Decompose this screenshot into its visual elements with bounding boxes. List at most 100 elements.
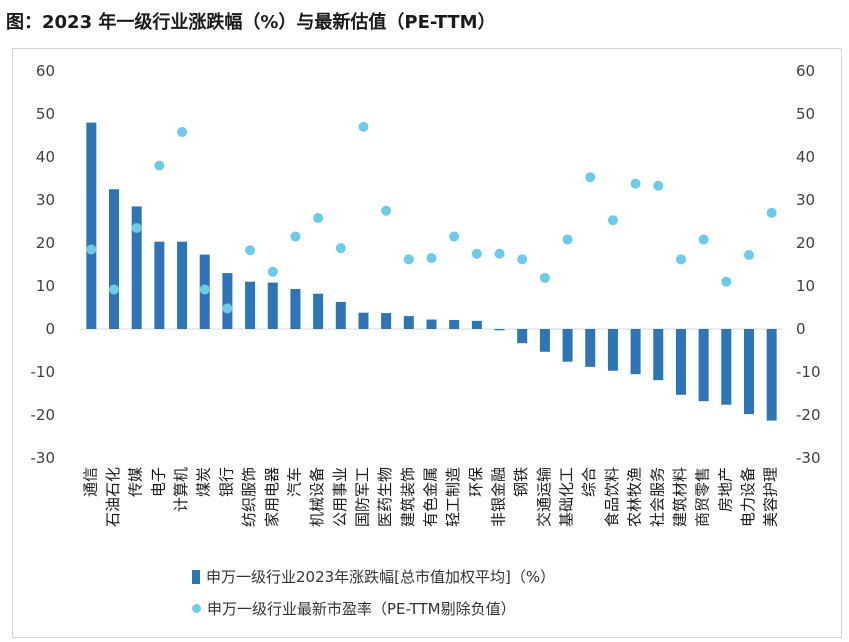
scatter-point — [743, 250, 754, 261]
scatter-point — [313, 213, 324, 224]
bar — [766, 329, 777, 421]
x-category-label: 建筑材料 — [671, 467, 689, 527]
x-category-label: 传媒 — [127, 467, 145, 497]
x-category-label: 煤炭 — [195, 467, 213, 497]
bar — [607, 329, 618, 371]
y-tick-right: 10 — [796, 277, 815, 295]
scatter-point — [494, 248, 505, 259]
scatter-point — [426, 253, 437, 264]
scatter-point — [109, 284, 120, 295]
y-tick-right: -10 — [796, 363, 821, 381]
scatter-point — [86, 244, 97, 255]
bar — [222, 273, 233, 329]
y-tick-left: 40 — [36, 148, 55, 166]
scatter-point — [630, 178, 641, 189]
bar — [585, 329, 596, 367]
scatter-point — [177, 127, 188, 138]
scatter-point — [471, 248, 482, 259]
bar — [313, 293, 324, 329]
y-tick-left: -30 — [31, 449, 56, 467]
y-tick-left: 10 — [36, 277, 55, 295]
x-category-label: 社会服务 — [648, 467, 666, 527]
x-category-label: 机械设备 — [308, 467, 326, 527]
y-tick-right: 40 — [796, 148, 815, 166]
bar — [653, 329, 664, 381]
x-category-label: 电力设备 — [739, 467, 757, 527]
x-category-label: 有色金属 — [422, 467, 440, 527]
x-category-label: 通信 — [81, 467, 99, 497]
bar — [743, 329, 754, 415]
x-category-label: 房地产 — [716, 467, 734, 512]
legend-bar-swatch — [192, 569, 200, 584]
scatter-point — [585, 172, 596, 183]
x-category-label: 交通运输 — [535, 467, 553, 527]
x-category-label: 汽车 — [285, 467, 303, 497]
y-tick-left: -20 — [31, 406, 56, 424]
scatter-point — [131, 222, 142, 233]
x-category-label: 纺织服饰 — [240, 467, 258, 527]
x-category-label: 公用事业 — [331, 467, 349, 527]
x-category-label: 计算机 — [172, 467, 190, 512]
bar — [426, 319, 437, 329]
x-category-label: 基础化工 — [558, 467, 576, 527]
legend-dot-label: 申万一级行业最新市盈率（PE-TTM剔除负值） — [207, 600, 516, 618]
x-category-label: 石油石化 — [104, 467, 122, 527]
bar — [245, 281, 256, 329]
x-category-label: 电子 — [149, 467, 167, 497]
bar — [154, 241, 165, 329]
scatter-point — [607, 215, 618, 226]
legend-bar-label: 申万一级行业2023年涨跌幅[总市值加权平均]（%） — [206, 568, 556, 586]
x-category-label: 建筑装饰 — [399, 467, 417, 527]
bar — [177, 241, 188, 329]
x-category-label: 钢铁 — [512, 467, 530, 497]
y-tick-right: 50 — [796, 105, 815, 123]
y-tick-left: -10 — [31, 363, 56, 381]
scatter-point — [539, 272, 550, 283]
y-tick-right: 60 — [796, 62, 815, 80]
bar — [358, 312, 369, 329]
x-category-label: 商贸零售 — [694, 467, 712, 527]
bar — [698, 329, 709, 402]
x-category-label: 国防军工 — [353, 467, 371, 527]
x-category-label: 家用电器 — [263, 467, 281, 527]
scatter-point — [154, 160, 165, 171]
scatter-point — [335, 243, 346, 254]
y-tick-right: 0 — [796, 320, 806, 338]
y-tick-right: -20 — [796, 406, 821, 424]
y-tick-left: 60 — [36, 62, 55, 80]
scatter-point — [698, 234, 709, 245]
x-category-label: 食品饮料 — [603, 467, 621, 527]
y-tick-left: 0 — [45, 320, 55, 338]
bar — [562, 329, 573, 362]
bar — [86, 122, 97, 329]
x-category-label: 非银金融 — [490, 467, 508, 527]
legend-item-scatter: 申万一级行业最新市盈率（PE-TTM剔除负值） — [192, 598, 516, 619]
bar — [517, 329, 528, 344]
x-category-label: 轻工制造 — [444, 467, 462, 527]
bar — [381, 313, 392, 329]
scatter-point — [245, 245, 256, 256]
scatter-point — [675, 254, 686, 265]
bar — [290, 289, 301, 329]
x-category-label: 环保 — [467, 467, 485, 497]
bar — [131, 206, 142, 329]
y-tick-left: 30 — [36, 191, 55, 209]
scatter-point — [562, 234, 573, 245]
x-category-label: 银行 — [217, 467, 235, 497]
bar — [335, 301, 346, 329]
y-tick-right: 20 — [796, 234, 815, 252]
scatter-point — [290, 231, 301, 242]
y-tick-right: 30 — [796, 191, 815, 209]
x-category-label: 美容护理 — [762, 467, 780, 527]
x-category-label: 综合 — [580, 467, 598, 497]
scatter-point — [517, 254, 528, 265]
bar — [494, 329, 505, 331]
bar — [721, 329, 732, 405]
scatter-point — [449, 231, 460, 242]
scatter-point — [721, 276, 732, 287]
chart-frame — [12, 48, 842, 638]
scatter-point — [199, 284, 210, 295]
bar — [471, 320, 482, 329]
scatter-point — [403, 254, 414, 265]
